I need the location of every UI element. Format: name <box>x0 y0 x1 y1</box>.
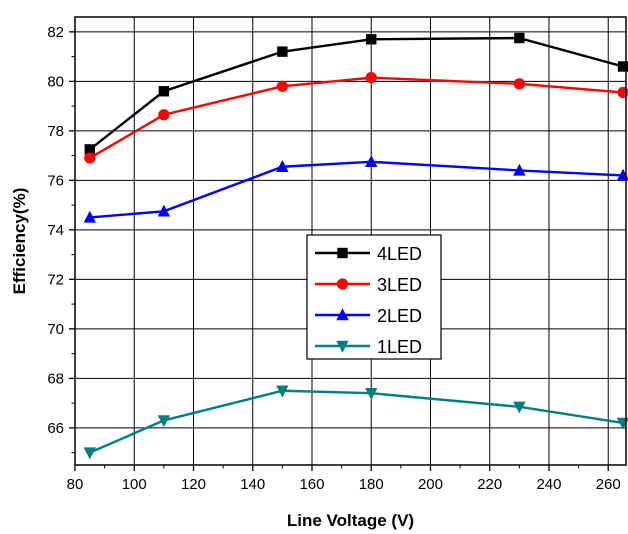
legend-label-3led: 3LED <box>377 275 422 295</box>
data-point-3led <box>84 152 96 164</box>
y-tick-label: 78 <box>47 123 64 140</box>
series-line-4led <box>89 36 624 151</box>
data-point-3led <box>276 80 288 92</box>
x-tick-label: 240 <box>536 476 561 493</box>
series-lines <box>83 32 628 460</box>
data-point-3led <box>365 72 377 84</box>
legend: 4LED 3LED 2LED 1LED <box>306 234 442 360</box>
data-point-2led <box>513 163 526 176</box>
data-point-1led <box>513 401 526 414</box>
data-point-1led <box>83 447 97 460</box>
data-point-2led <box>276 160 289 172</box>
data-point-4led <box>617 61 628 72</box>
legend-marker-1led <box>336 340 349 353</box>
y-tick-label: 68 <box>47 370 64 387</box>
legend-entry-2led: 2LED <box>315 306 422 326</box>
data-point-4led <box>158 86 170 97</box>
y-tick-label: 82 <box>47 24 64 41</box>
data-point-3led <box>158 109 170 121</box>
legend-entry-4led: 4LED <box>315 244 422 264</box>
series-4led <box>84 32 628 155</box>
plot-frame <box>74 16 627 466</box>
y-tick-label: 66 <box>47 420 64 437</box>
legend-marker-3led <box>336 278 349 290</box>
x-tick-label: 160 <box>299 476 324 493</box>
series-line-3led <box>89 76 624 160</box>
legend-entry-1led: 1LED <box>315 337 422 357</box>
series-2led <box>83 155 628 223</box>
data-point-1led <box>157 415 171 428</box>
series-1led <box>83 385 628 460</box>
x-axis-title: Line Voltage (V) <box>287 511 414 530</box>
legend-marker-4led <box>337 247 348 259</box>
axis-ticks: 80 100 120 140 160 180 200 220 240 260 66 68 70 72 74 7… <box>47 24 620 493</box>
series-3led <box>84 72 628 164</box>
legend-label-2led: 2LED <box>377 306 422 326</box>
x-tick-label: 220 <box>477 476 502 493</box>
legend-entry-3led: 3LED <box>315 275 422 295</box>
y-tick-label: 70 <box>47 321 64 338</box>
y-tick-label: 72 <box>47 271 64 288</box>
data-point-4led <box>366 34 377 45</box>
data-point-2led <box>83 210 97 223</box>
x-tick-label: 140 <box>240 476 265 493</box>
series-line-1led <box>89 389 624 454</box>
y-tick-label: 76 <box>47 172 64 189</box>
x-tick-label: 120 <box>181 476 206 493</box>
data-point-2led <box>616 168 628 181</box>
data-point-1led <box>276 385 289 398</box>
x-tick-label: 200 <box>418 476 443 493</box>
legend-marker-2led <box>336 308 349 321</box>
y-tick-label: 80 <box>47 73 64 90</box>
data-point-4led <box>84 144 96 155</box>
y-axis-title: Efficiency(%) <box>10 188 29 295</box>
data-point-2led <box>365 155 378 167</box>
x-tick-label: 260 <box>596 476 621 493</box>
data-point-3led <box>513 78 525 90</box>
y-tick-label: 74 <box>47 222 64 239</box>
legend-label-1led: 1LED <box>377 337 422 357</box>
data-point-4led <box>514 32 525 44</box>
legend-label-4led: 4LED <box>377 244 422 264</box>
legend-box <box>306 234 442 360</box>
x-tick-label: 100 <box>122 476 147 493</box>
data-point-1led <box>365 388 378 400</box>
data-point-1led <box>616 417 628 430</box>
x-tick-label: 180 <box>359 476 384 493</box>
x-tick-label: 80 <box>67 476 84 493</box>
data-point-2led <box>157 204 171 217</box>
data-point-4led <box>277 46 288 57</box>
series-line-2led <box>89 160 624 219</box>
